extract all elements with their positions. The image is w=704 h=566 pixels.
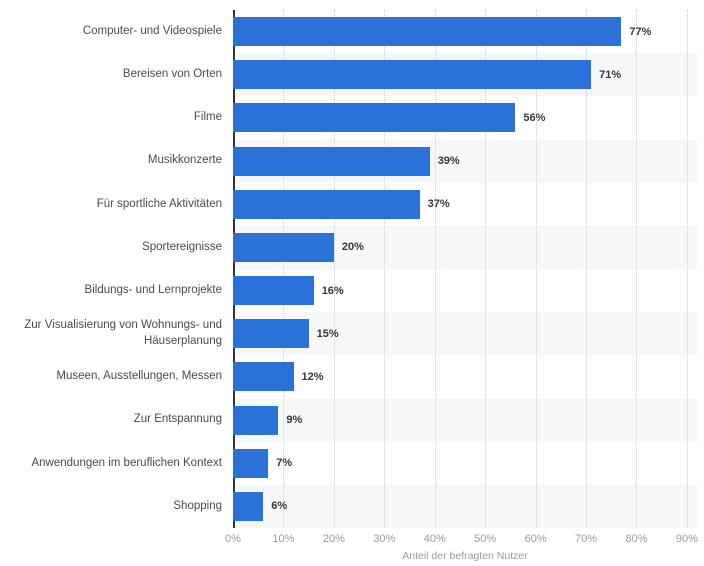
x-tick-label: 80% — [625, 533, 648, 545]
x-axis-title: Anteil der befragten Nutzer — [402, 550, 528, 562]
row-plot: 71% — [233, 53, 697, 96]
row-plot: 20% — [233, 226, 697, 269]
bar-row: Bereisen von Orten 71% — [0, 53, 697, 96]
category-label: Zur Visualisierung von Wohnungs- und Häu… — [24, 319, 222, 347]
category-label: Filme — [193, 111, 222, 124]
x-tick-label: 90% — [675, 533, 698, 545]
row-plot: 7% — [233, 442, 697, 485]
category-label: Sportereignisse — [142, 240, 222, 253]
x-tick-label: 50% — [474, 533, 497, 545]
bar[interactable] — [233, 362, 294, 392]
x-tick-label: 30% — [373, 533, 396, 545]
bar[interactable] — [233, 103, 516, 133]
value-label: 77% — [629, 25, 652, 38]
bar-row: Bildungs- und Lernprojekte 16% — [0, 269, 697, 312]
row-stripe — [233, 484, 697, 528]
y-axis-line — [233, 10, 235, 528]
bar-row: Zur Visualisierung von Wohnungs- und Häu… — [0, 312, 697, 355]
row-stripe — [233, 398, 697, 442]
value-label: 37% — [427, 198, 450, 211]
bar[interactable] — [233, 189, 420, 219]
value-label: 6% — [271, 500, 288, 513]
category-label: Museen, Ausstellungen, Messen — [56, 370, 222, 383]
category-label: Für sportliche Aktivitäten — [96, 197, 222, 210]
plot-area — [233, 10, 697, 528]
value-label: 15% — [316, 327, 339, 340]
row-plot: 12% — [233, 355, 697, 398]
bar[interactable] — [233, 448, 269, 478]
category-label: Shopping — [173, 499, 222, 512]
bar[interactable] — [233, 319, 309, 349]
bar[interactable] — [233, 232, 334, 262]
x-tick-label: 60% — [524, 533, 547, 545]
row-plot: 37% — [233, 183, 697, 226]
gridline — [283, 10, 285, 528]
category-label: Zur Entspannung — [133, 413, 222, 426]
value-label: 39% — [437, 155, 460, 168]
bar[interactable] — [233, 60, 592, 90]
bar[interactable] — [233, 405, 279, 435]
bar-rows: Computer- und Videospiele 77% Bereisen von… — [0, 10, 697, 528]
x-tick-label: 10% — [272, 533, 295, 545]
x-tick-label: 40% — [423, 533, 446, 545]
bar-row: Musikkonzerte 39% — [0, 140, 697, 183]
bar-row: Computer- und Videospiele 77% — [0, 10, 697, 53]
gridline — [636, 10, 638, 528]
category-label: Computer- und Videospiele — [82, 24, 222, 37]
value-label: 56% — [523, 111, 546, 124]
bar-row: Filme 56% — [0, 96, 697, 139]
row-stripe — [233, 312, 697, 356]
gridline — [384, 10, 386, 528]
bar[interactable] — [233, 146, 430, 176]
gridline — [686, 10, 688, 528]
bar[interactable] — [233, 17, 622, 47]
x-tick-label: 0% — [225, 533, 241, 545]
bar-row: Zur Entspannung 9% — [0, 399, 697, 442]
gridline — [535, 10, 537, 528]
bar-row: Museen, Ausstellungen, Messen 12% — [0, 355, 697, 398]
row-plot: 39% — [233, 140, 697, 183]
value-label: 7% — [276, 457, 293, 470]
bar[interactable] — [233, 491, 264, 521]
bar-row: Shopping 6% — [0, 485, 697, 528]
x-axis: 0% 10% 20% 30% 40% 50% 60% 70% 80% 90% — [225, 533, 698, 547]
row-plot: 16% — [233, 269, 697, 312]
value-label: 20% — [341, 241, 364, 254]
gridline — [434, 10, 436, 528]
value-label: 16% — [321, 284, 344, 297]
bar-row: Für sportliche Aktivitäten 37% — [0, 183, 697, 226]
bar-row: Anwendungen im beruflichen Kontext 7% — [0, 442, 697, 485]
gridline — [333, 10, 335, 528]
gridline — [485, 10, 487, 528]
gridline — [586, 10, 588, 528]
row-plot: 15% — [233, 312, 697, 355]
bar-row: Sportereignisse 20% — [0, 226, 697, 269]
category-label: Bereisen von Orten — [122, 68, 222, 80]
value-label: 9% — [286, 414, 303, 427]
category-label: Bildungs- und Lernprojekte — [84, 283, 222, 296]
x-tick-label: 70% — [575, 533, 598, 545]
bar[interactable] — [233, 276, 314, 306]
value-label: 12% — [301, 370, 324, 383]
row-plot: 9% — [233, 399, 697, 442]
category-label: Musikkonzerte — [147, 154, 222, 167]
row-plot: 6% — [233, 485, 697, 528]
row-plot: 77% — [233, 10, 697, 53]
row-plot: 56% — [233, 96, 697, 139]
value-label: 71% — [599, 68, 622, 81]
x-tick-label: 20% — [322, 533, 345, 545]
category-label: Anwendungen im beruflichen Kontext — [31, 456, 222, 469]
